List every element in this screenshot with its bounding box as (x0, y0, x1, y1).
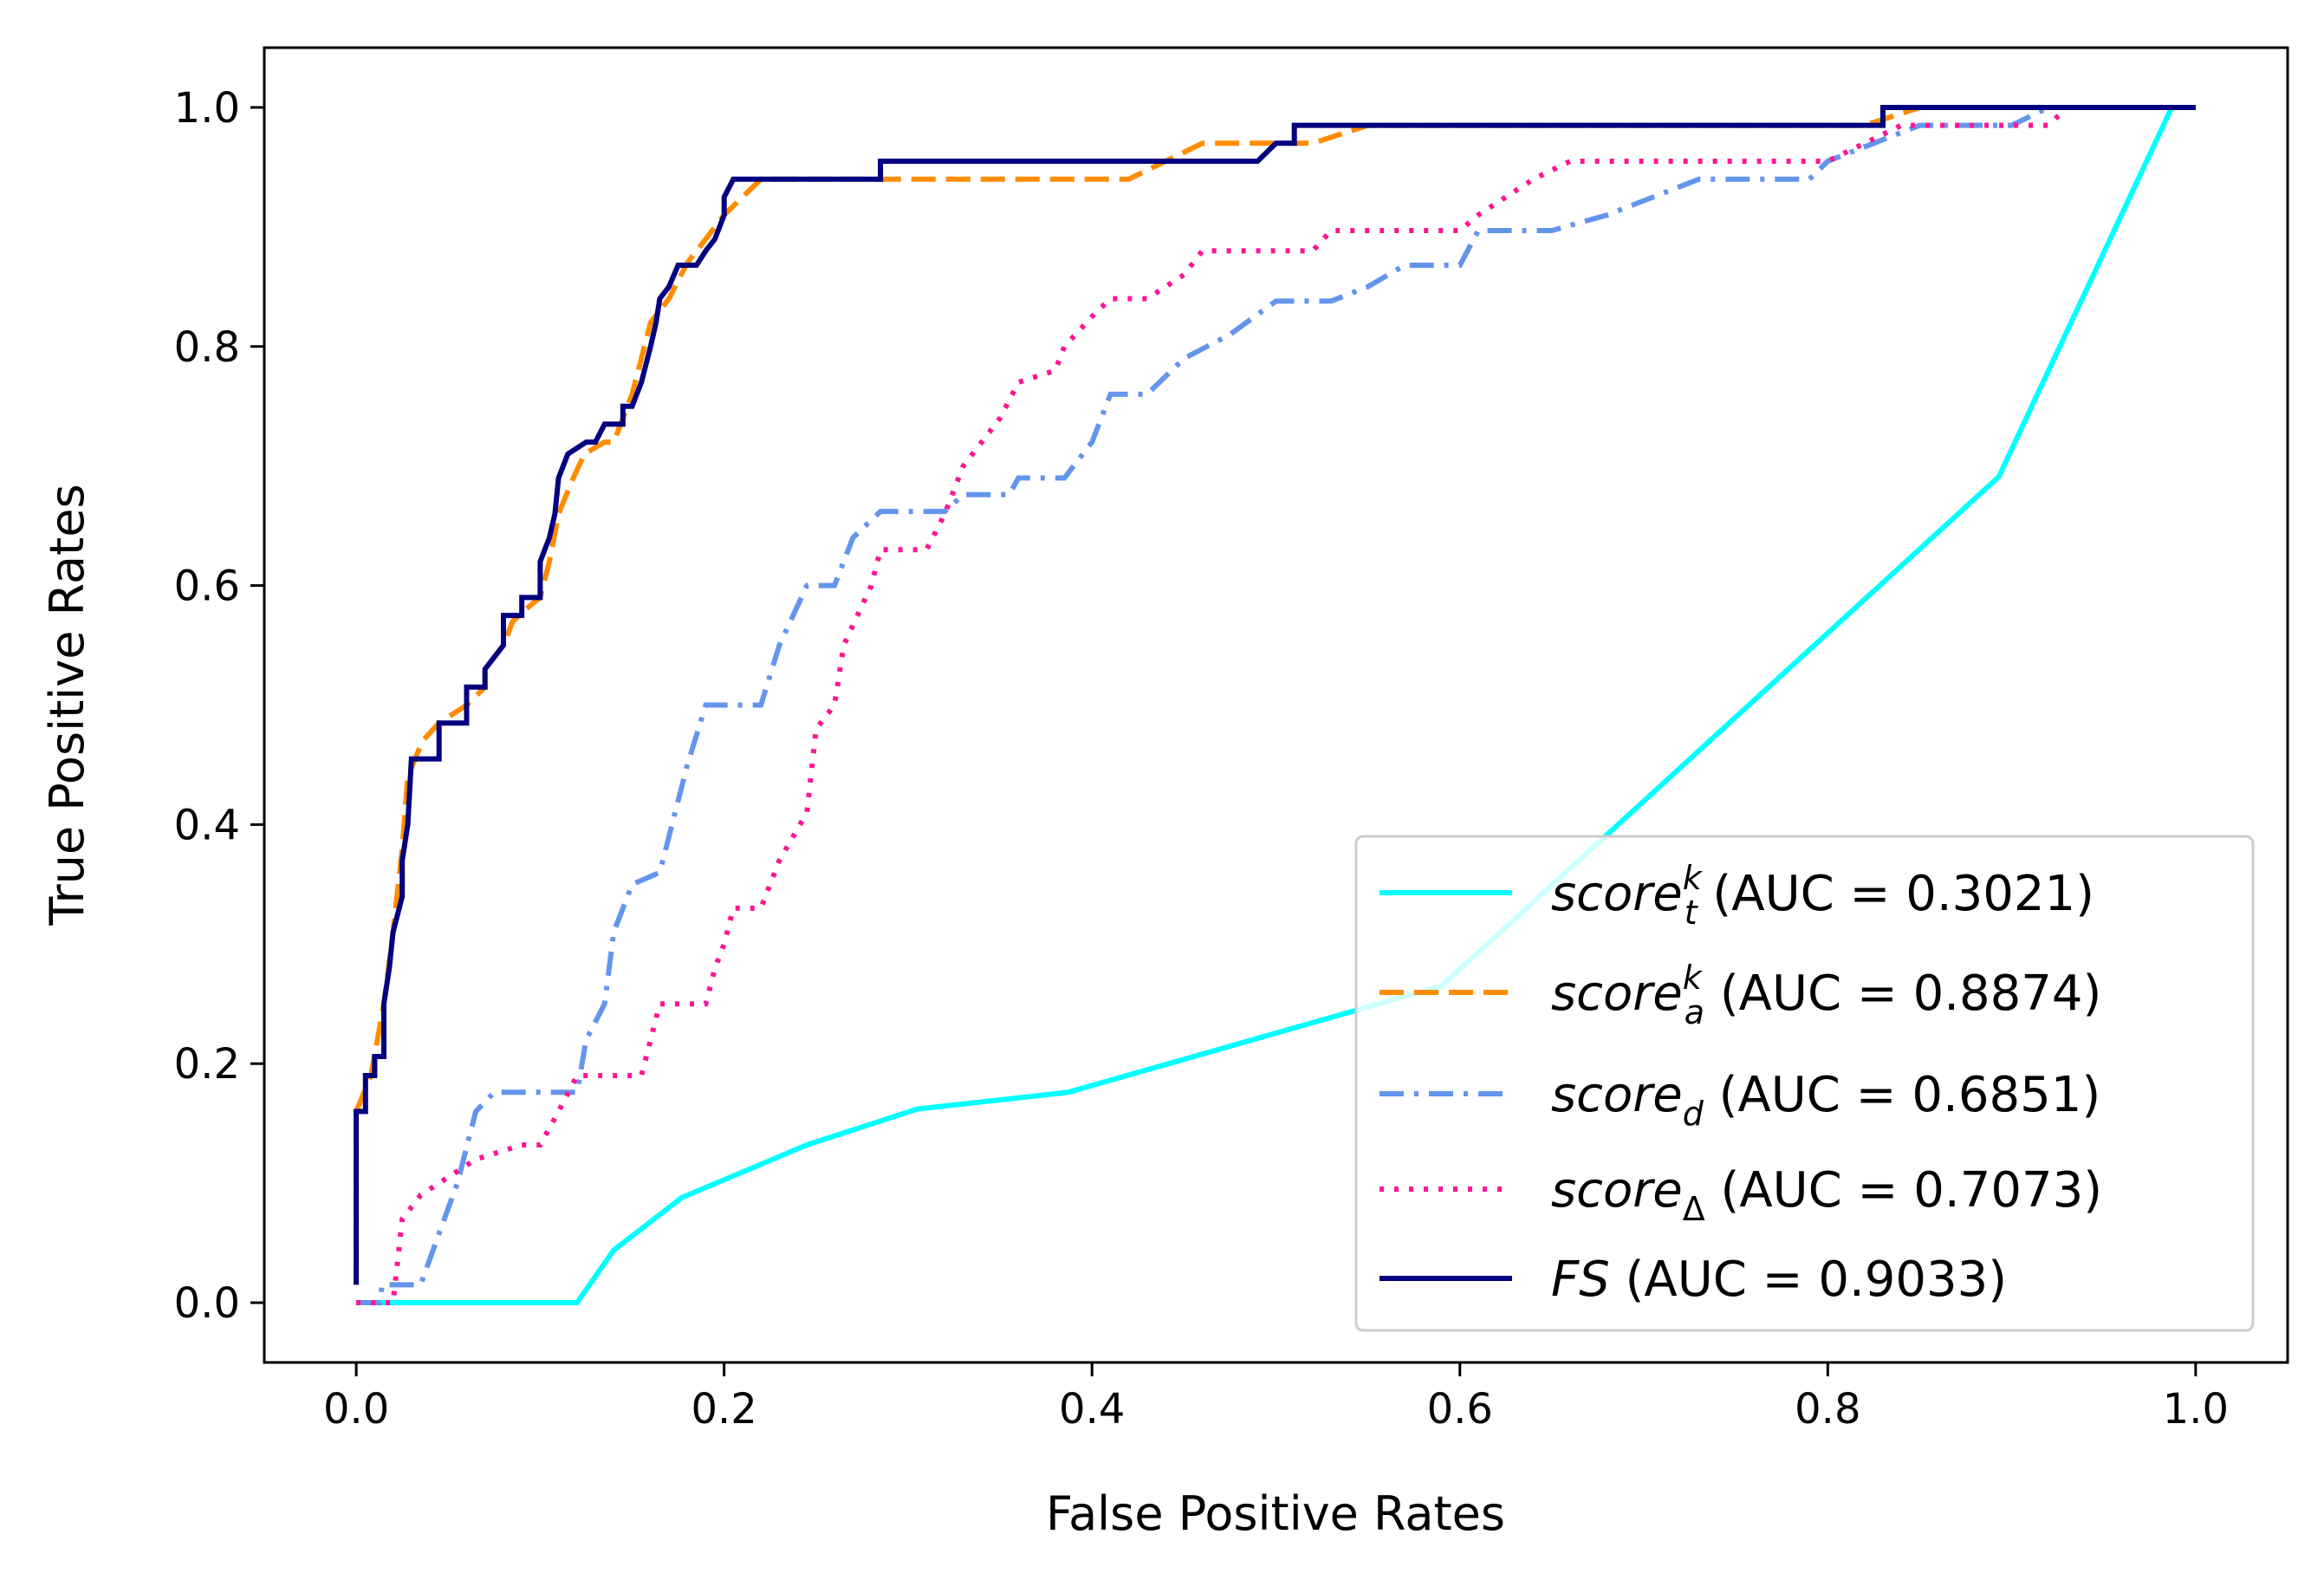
y-tick-label-3: 0.6 (174, 562, 240, 611)
y-tick-label-1: 0.2 (174, 1040, 240, 1089)
x-tick-label-3: 0.6 (1427, 1385, 1493, 1434)
x-axis-title: False Positive Rates (1046, 1486, 1505, 1541)
legend-label-0: scorek t (AUC = 0.3021) (1551, 859, 2094, 932)
y-tick-label-2: 0.4 (174, 801, 240, 849)
legend-frame (1354, 835, 2255, 1332)
series-line-0 (356, 105, 2196, 1305)
legend-label-3: scoreΔ (AUC = 0.7073) (1551, 1162, 2102, 1228)
legend-label-4: FS (AUC = 0.9033) (1551, 1252, 2007, 1308)
series-line-4 (354, 105, 2196, 1285)
x-tick-label-0: 0.0 (323, 1385, 389, 1434)
plot-frame (263, 46, 2289, 1364)
y-tick-label-4: 0.8 (174, 323, 240, 372)
y-tick-label-5: 1.0 (174, 84, 240, 133)
y-axis-title: True Positive Rates (40, 484, 94, 926)
x-tick-label-4: 0.8 (1795, 1385, 1860, 1434)
x-tick-label-2: 0.4 (1059, 1385, 1125, 1434)
y-tick-label-0: 0.0 (174, 1279, 240, 1328)
series-layer (354, 105, 2196, 1305)
series-line-1 (354, 105, 2196, 1285)
x-tick-label-5: 1.0 (2163, 1385, 2229, 1434)
legend-label-1: scorek a (AUC = 0.8874) (1551, 959, 2101, 1031)
ticks-layer: 0.0 0.2 0.4 0.6 0.8 1.0 0.0 0.2 0.4 0.6 0.8 1.0 (174, 84, 2229, 1434)
series-line-3 (356, 105, 2196, 1305)
legend-label-2: scored (AUC = 0.6851) (1551, 1067, 2100, 1133)
legend: scorek t (AUC = 0.3021) scorek a (AUC = 0.8… (1354, 835, 2255, 1332)
x-tick-label-1: 0.2 (691, 1385, 757, 1434)
